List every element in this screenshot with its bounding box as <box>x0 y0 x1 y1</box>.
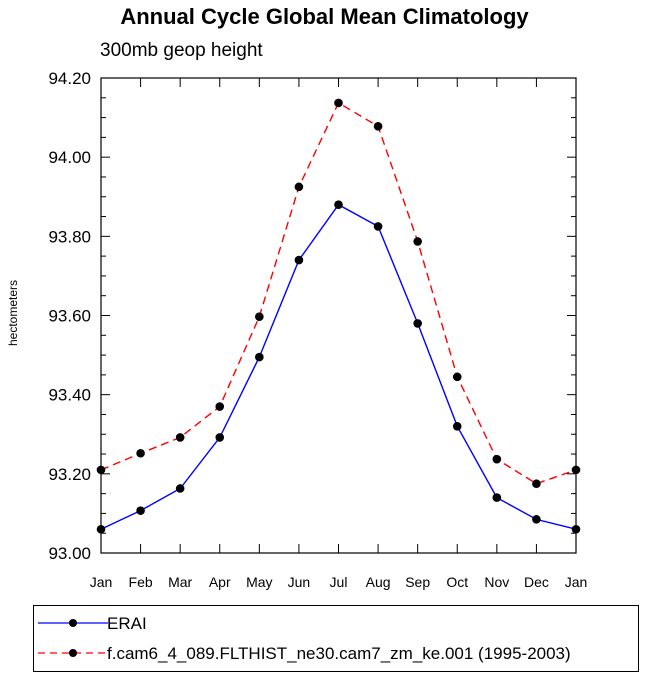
data-point-1 <box>413 237 422 246</box>
legend-line-sample-erai <box>38 619 108 627</box>
data-point-1 <box>96 465 106 475</box>
x-tick-label: Apr <box>209 574 231 590</box>
plot-frame <box>100 77 577 554</box>
data-point-0 <box>492 493 502 502</box>
data-point-0 <box>136 506 145 515</box>
x-tick-label: Jan <box>90 574 113 590</box>
x-tick-label: Nov <box>484 574 509 590</box>
data-point-0 <box>255 352 264 362</box>
data-point-0 <box>571 524 581 534</box>
y-tick-label: 94.20 <box>48 69 91 88</box>
x-tick-label: Aug <box>366 574 391 590</box>
y-tick-label: 93.40 <box>48 386 91 405</box>
data-point-0 <box>373 222 383 231</box>
legend: ERAI f.cam6_4_089.FLTHIST_ne30.cam7_zm_k… <box>33 605 639 672</box>
x-tick-label: Feb <box>129 574 153 590</box>
x-tick-label: Jan <box>565 574 588 590</box>
x-tick-label: Oct <box>446 574 468 590</box>
x-tick-label: Sep <box>405 574 430 590</box>
data-point-1 <box>136 448 145 458</box>
x-tick-label: Mar <box>168 574 192 590</box>
y-tick-label: 93.00 <box>48 544 91 563</box>
data-point-1 <box>294 182 304 192</box>
legend-label-model: f.cam6_4_089.FLTHIST_ne30.cam7_zm_ke.001… <box>107 644 571 663</box>
data-point-0 <box>532 515 541 524</box>
data-point-0 <box>294 255 304 265</box>
data-point-0 <box>96 524 106 534</box>
data-point-0 <box>175 484 185 493</box>
data-point-1 <box>373 121 383 131</box>
y-tick-label: 93.60 <box>48 307 91 326</box>
data-point-0 <box>452 422 462 431</box>
chart-subtitle: 300mb geop height <box>100 40 263 61</box>
data-point-1 <box>571 465 581 475</box>
data-point-0 <box>413 319 422 328</box>
data-point-1 <box>215 402 225 411</box>
data-point-1 <box>452 372 462 382</box>
y-axis-label: hectometers <box>6 279 20 347</box>
x-tick-label: Jul <box>330 574 348 590</box>
x-tick-label: Jun <box>288 574 311 590</box>
y-tick-label: 94.00 <box>48 148 91 167</box>
legend-line-sample-model <box>38 649 108 657</box>
y-tick-label: 93.20 <box>48 465 91 484</box>
data-point-0 <box>215 433 225 442</box>
chart-title: Annual Cycle Global Mean Climatology <box>120 4 529 29</box>
series-line-1 <box>100 101 577 485</box>
data-point-1 <box>334 98 343 108</box>
data-point-1 <box>255 312 264 321</box>
x-tick-label: May <box>246 574 272 590</box>
y-tick-label: 93.80 <box>48 227 91 246</box>
legend-item-model: f.cam6_4_089.FLTHIST_ne30.cam7_zm_ke.001… <box>34 640 638 668</box>
legend-item-erai: ERAI <box>34 610 638 638</box>
x-tick-label: Dec <box>524 574 549 590</box>
data-point-0 <box>334 200 343 209</box>
data-point-1 <box>175 433 185 442</box>
series-line-0 <box>100 203 577 530</box>
data-point-1 <box>492 454 502 464</box>
data-point-1 <box>532 479 541 489</box>
legend-label-erai: ERAI <box>107 614 147 633</box>
